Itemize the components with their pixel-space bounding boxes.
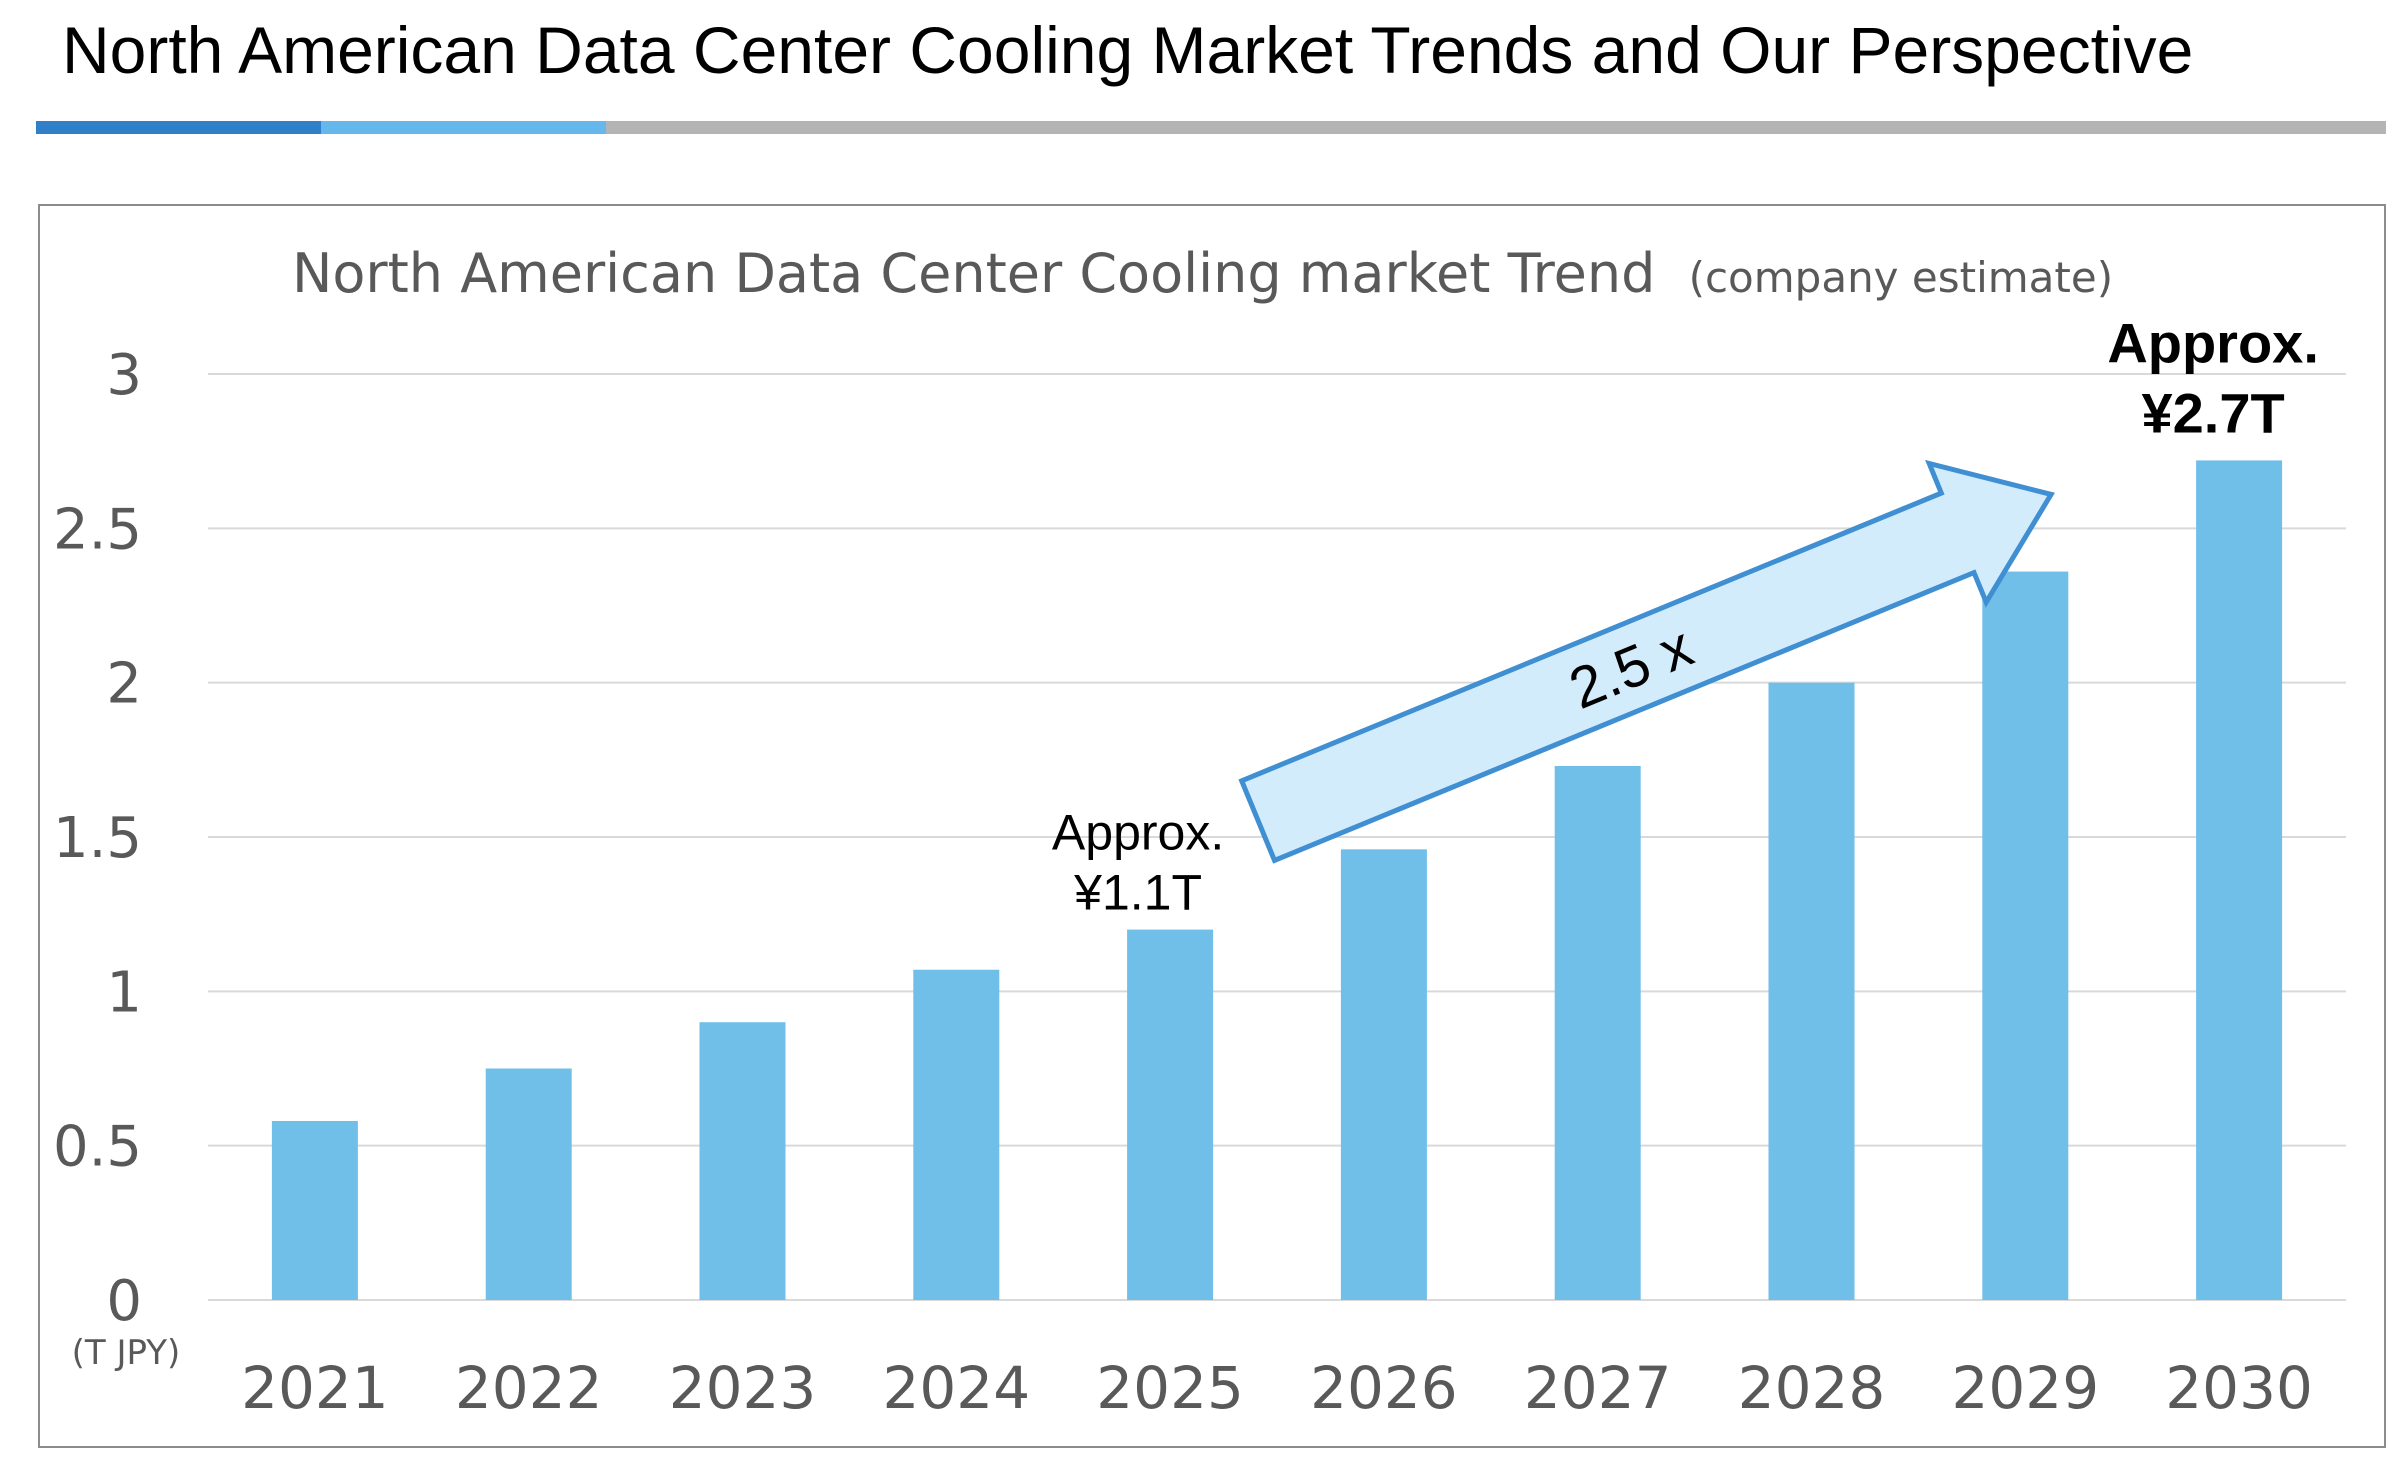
- x-tick-label: 2024: [882, 1354, 1030, 1422]
- chart-frame: [38, 204, 2386, 1448]
- growth-arrow-shape: [1238, 459, 2055, 864]
- bar-2026: [1340, 849, 1427, 1300]
- bar-2029: [1982, 571, 2069, 1300]
- chart-subtitle: (company estimate): [1689, 253, 2114, 302]
- x-tick-label: 2023: [669, 1354, 817, 1422]
- y-tick-label: 1: [106, 960, 142, 1025]
- underline-dark-segment: [36, 121, 321, 134]
- annotation-start-line1: Approx.: [1052, 805, 1224, 861]
- growth-arrow: 2.5 x: [1238, 459, 2055, 864]
- chart-title: North American Data Center Cooling marke…: [292, 242, 2113, 305]
- annotation-start: Approx. ¥1.1T: [1052, 805, 1224, 921]
- bars: [271, 460, 2283, 1301]
- y-tick-label: 3: [106, 343, 142, 408]
- underline-gray-segment: [606, 121, 2386, 134]
- x-axis-tick-labels: 2021 2022 2023 2024 2025 2026 2027 2028 2029 2030: [241, 1354, 2313, 1422]
- y-tick-label: 0: [106, 1269, 142, 1334]
- x-tick-label: 2021: [241, 1354, 389, 1422]
- y-tick-label: 2.5: [53, 497, 142, 562]
- bar-2021: [271, 1120, 358, 1300]
- x-tick-label: 2022: [455, 1354, 603, 1422]
- title-underline: [36, 121, 2386, 134]
- underline-light-segment: [321, 121, 606, 134]
- x-tick-label: 2028: [1738, 1354, 1886, 1422]
- page-title: North American Data Center Cooling Marke…: [62, 13, 2194, 87]
- x-tick-label: 2029: [1951, 1354, 2099, 1422]
- bar-2030: [2196, 460, 2283, 1301]
- bar-2022: [485, 1068, 572, 1300]
- x-tick-label: 2030: [2165, 1354, 2313, 1422]
- y-axis-unit-label: (T JPY): [72, 1333, 181, 1373]
- bar-2024: [913, 969, 1000, 1300]
- x-tick-label: 2027: [1524, 1354, 1672, 1422]
- annotation-end: Approx. ¥2.7T: [2107, 311, 2319, 444]
- bar-2028: [1768, 682, 1855, 1300]
- chart-title-main: North American Data Center Cooling marke…: [292, 242, 1655, 305]
- bar-2027: [1554, 766, 1641, 1300]
- bar-2025: [1127, 929, 1214, 1300]
- annotation-start-line2: ¥1.1T: [1073, 865, 1202, 921]
- annotation-end-line2: ¥2.7T: [2141, 381, 2284, 444]
- bar-2023: [699, 1022, 786, 1300]
- y-tick-label: 0.5: [53, 1115, 142, 1180]
- annotation-end-line1: Approx.: [2107, 311, 2319, 374]
- x-tick-label: 2025: [1096, 1354, 1244, 1422]
- y-tick-label: 1.5: [53, 806, 142, 871]
- x-tick-label: 2026: [1310, 1354, 1458, 1422]
- y-axis-tick-labels: 0 0.5 1 1.5 2 2.5 3: [53, 343, 142, 1334]
- y-tick-label: 2: [106, 652, 142, 717]
